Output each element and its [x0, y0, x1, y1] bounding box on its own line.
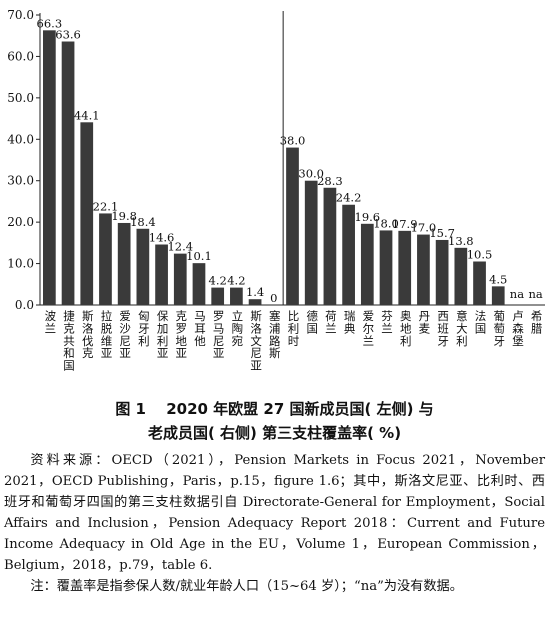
- category-label: 意大利: [456, 309, 468, 348]
- category-label: 塞浦路斯: [269, 309, 281, 360]
- data-label: 30.0: [298, 167, 324, 181]
- bar: [155, 244, 168, 305]
- bar: [61, 41, 75, 306]
- data-label: 4.2: [209, 274, 227, 288]
- bar: [286, 147, 299, 305]
- category-label: 立陶宛: [232, 309, 244, 348]
- data-label: 14.6: [149, 231, 175, 245]
- data-label: 10.5: [467, 248, 493, 262]
- category-label: 法国: [475, 309, 487, 335]
- category-label: 马耳他: [194, 309, 206, 348]
- bar: [454, 247, 468, 305]
- category-label: 捷克共和国: [63, 309, 75, 373]
- bar: [136, 228, 150, 305]
- y-tick-label: 60.0: [7, 49, 34, 63]
- category-label: 比利时: [288, 309, 300, 348]
- category-label: 波兰: [45, 309, 57, 335]
- category-label: 罗马尼亚: [213, 309, 225, 360]
- bar: [417, 234, 430, 305]
- data-label: 17.9: [392, 217, 418, 231]
- footnote: 注：覆盖率是指参保人数/就业年龄人口（15~64 岁）；“na”为没有数据。: [30, 579, 463, 594]
- bar: [173, 253, 187, 305]
- data-label: 66.3: [37, 16, 63, 30]
- bar: [398, 230, 412, 305]
- bar: [360, 223, 374, 305]
- bar: [435, 239, 449, 305]
- category-label: 希腊: [531, 309, 543, 335]
- category-label: 斯洛伐克: [82, 309, 94, 360]
- category-label: 奥地利: [400, 309, 412, 348]
- data-label: 13.8: [448, 234, 474, 248]
- data-label: na: [510, 287, 524, 301]
- y-tick-label: 20.0: [7, 215, 34, 229]
- y-tick-label: 10.0: [7, 257, 34, 271]
- category-label: 瑞典: [344, 309, 356, 335]
- data-label: 12.4: [167, 240, 193, 254]
- data-label: 19.8: [111, 209, 137, 223]
- bar: [42, 30, 56, 305]
- coverage-bar-chart: 0.0 10.0 20.0 30.0 40.0 50.0 60.0 70.066.3 波兰 63.…: [7, 8, 545, 373]
- bar: [211, 287, 225, 305]
- data-label: 24.2: [336, 191, 362, 205]
- category-label: 匈牙利: [138, 309, 150, 348]
- category-label: 葡萄牙: [493, 309, 505, 348]
- bar: [379, 230, 393, 305]
- figure-caption-line-1: 图 1 2020 年欧盟 27 国新成员国( 左侧) 与: [115, 400, 434, 418]
- y-tick-label: 50.0: [7, 91, 34, 105]
- bar: [473, 261, 486, 305]
- bar: [491, 286, 505, 305]
- category-label: 斯洛文尼亚: [250, 309, 262, 373]
- bar: [342, 204, 355, 305]
- bar: [323, 187, 337, 305]
- data-label: 19.6: [355, 210, 381, 224]
- category-label: 拉脱维亚: [101, 309, 113, 360]
- category-label: 荷兰: [325, 309, 337, 335]
- data-label: 1.4: [246, 285, 264, 299]
- category-label: 芬兰: [381, 309, 393, 335]
- bar: [117, 222, 131, 305]
- category-label: 保加利亚: [157, 309, 169, 360]
- category-label: 卢森堡: [512, 309, 524, 348]
- y-tick-label: 30.0: [7, 174, 34, 188]
- data-label: 28.3: [317, 174, 343, 188]
- category-label: 西班牙: [437, 309, 449, 348]
- category-label: 丹麦: [419, 309, 431, 335]
- data-label: 63.6: [55, 28, 81, 42]
- y-tick-label: 40.0: [7, 132, 34, 146]
- bar: [192, 263, 206, 305]
- data-label: 44.1: [74, 108, 100, 122]
- data-label: na: [529, 287, 543, 301]
- bar: [248, 299, 262, 305]
- category-label: 克罗地亚: [176, 309, 188, 360]
- data-label: 17.0: [411, 221, 437, 235]
- data-label: 15.7: [429, 226, 455, 240]
- source-note: 资料来源：OECD（2021），Pension Markets in Focus…: [4, 453, 545, 573]
- bar: [80, 122, 94, 305]
- category-label: 爱沙尼亚: [119, 309, 131, 360]
- figure-caption-line-2: 老成员国( 右侧) 第三支柱覆盖率( %): [147, 424, 402, 442]
- data-label: 10.1: [186, 249, 212, 263]
- data-label: 4.5: [489, 272, 507, 286]
- data-label: 18.4: [130, 215, 156, 229]
- bar: [230, 287, 243, 305]
- data-label: 38.0: [280, 134, 306, 148]
- data-label: 4.2: [227, 274, 245, 288]
- y-tick-label: 70.0: [7, 8, 34, 22]
- data-label: 22.1: [93, 199, 119, 213]
- category-label: 爱尔兰: [363, 309, 375, 348]
- data-label: 0: [270, 291, 277, 305]
- bar: [304, 180, 318, 305]
- y-tick-label: 0.0: [15, 298, 34, 312]
- bar: [99, 213, 112, 305]
- data-label: 18.0: [373, 216, 399, 230]
- category-label: 德国: [306, 309, 318, 335]
